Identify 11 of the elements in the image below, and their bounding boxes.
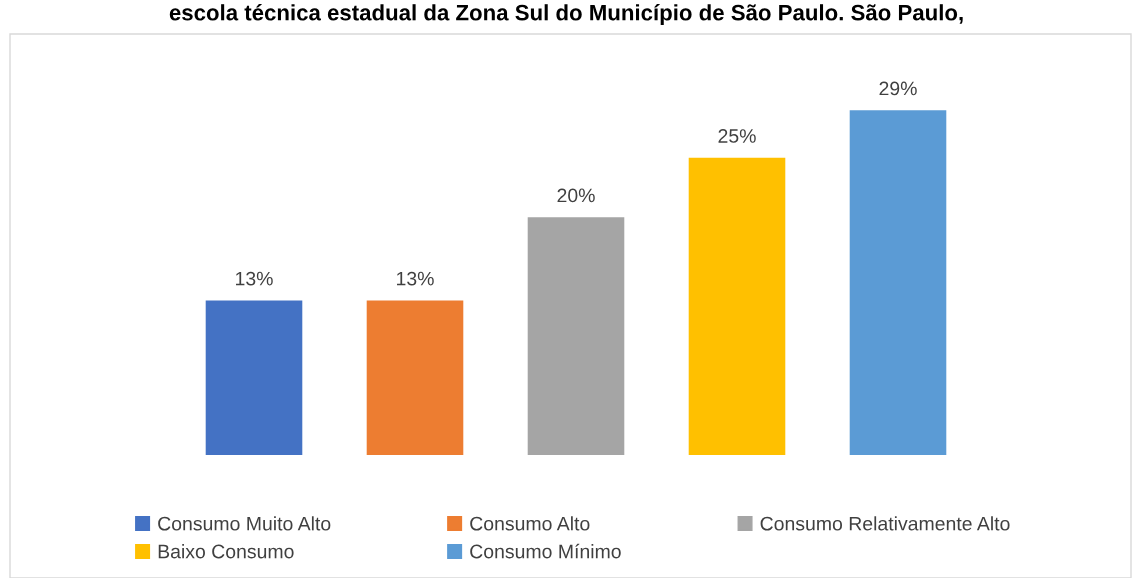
data-label: 25% [718, 129, 756, 143]
legend-label: Consumo Alto [470, 516, 590, 531]
data-label: 20% [557, 188, 595, 203]
legend-label: Baixo Consumo [158, 544, 294, 559]
legend-label: Consumo Mínimo [470, 543, 621, 559]
chart-title: escola técnica estadual da Zona Sul do Município de São Paulo. São Paulo, [169, 4, 963, 25]
data-label: 29% [879, 81, 917, 96]
legend-label: Consumo Muito Alto [158, 516, 331, 531]
data-label: 13% [397, 271, 434, 286]
data-label: 13% [236, 271, 273, 286]
legend-label: Consumo Relativamente Alto [760, 516, 1010, 531]
